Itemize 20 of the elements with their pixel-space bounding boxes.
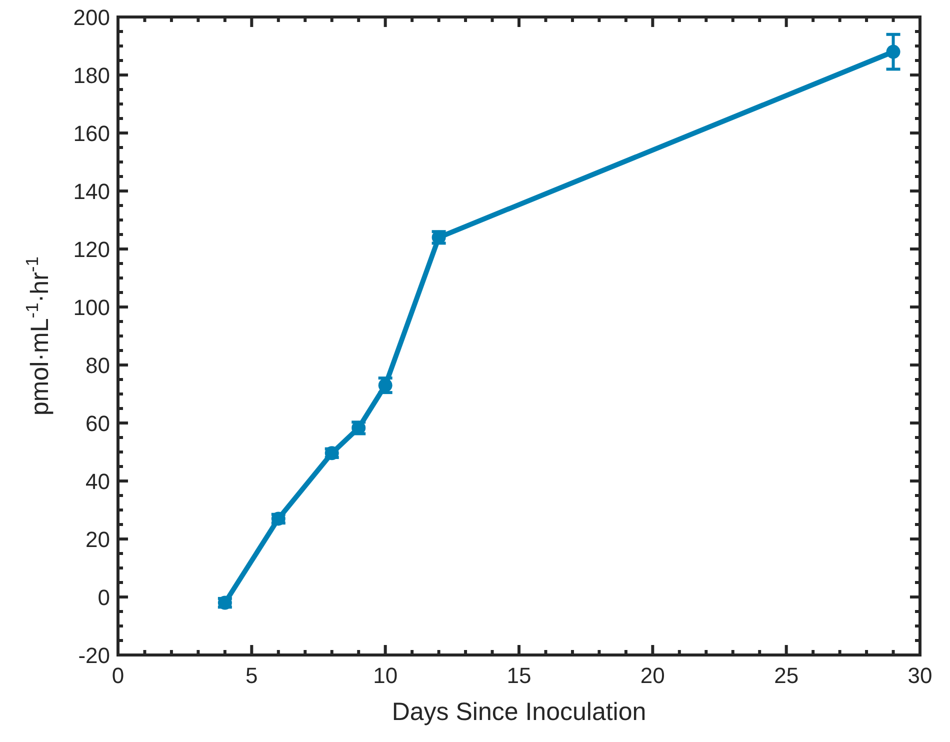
y-tick-label: -20	[78, 643, 110, 668]
y-tick-label: 100	[73, 295, 110, 320]
x-tick-label: 15	[506, 663, 532, 688]
x-tick-label: 5	[246, 663, 258, 688]
x-tick-label: 25	[774, 663, 799, 688]
y-tick-label: 40	[86, 469, 110, 494]
y-tick-label: 60	[86, 411, 110, 436]
y-tick-label: 80	[86, 353, 110, 378]
y-tick-label: 120	[73, 237, 110, 262]
y-tick-label: 0	[98, 585, 110, 610]
y-tick-label: 180	[73, 63, 110, 88]
y-tick-label: 160	[73, 121, 110, 146]
x-tick-label: 30	[908, 663, 932, 688]
x-tick-label: 20	[640, 663, 665, 688]
y-tick-label: 140	[73, 179, 110, 204]
x-axis-title: Days Since Inoculation	[392, 698, 646, 726]
x-tick-label: 10	[373, 663, 398, 688]
y-tick-label: 200	[73, 5, 110, 30]
y-tick-label: 20	[86, 527, 110, 552]
point	[886, 44, 900, 59]
